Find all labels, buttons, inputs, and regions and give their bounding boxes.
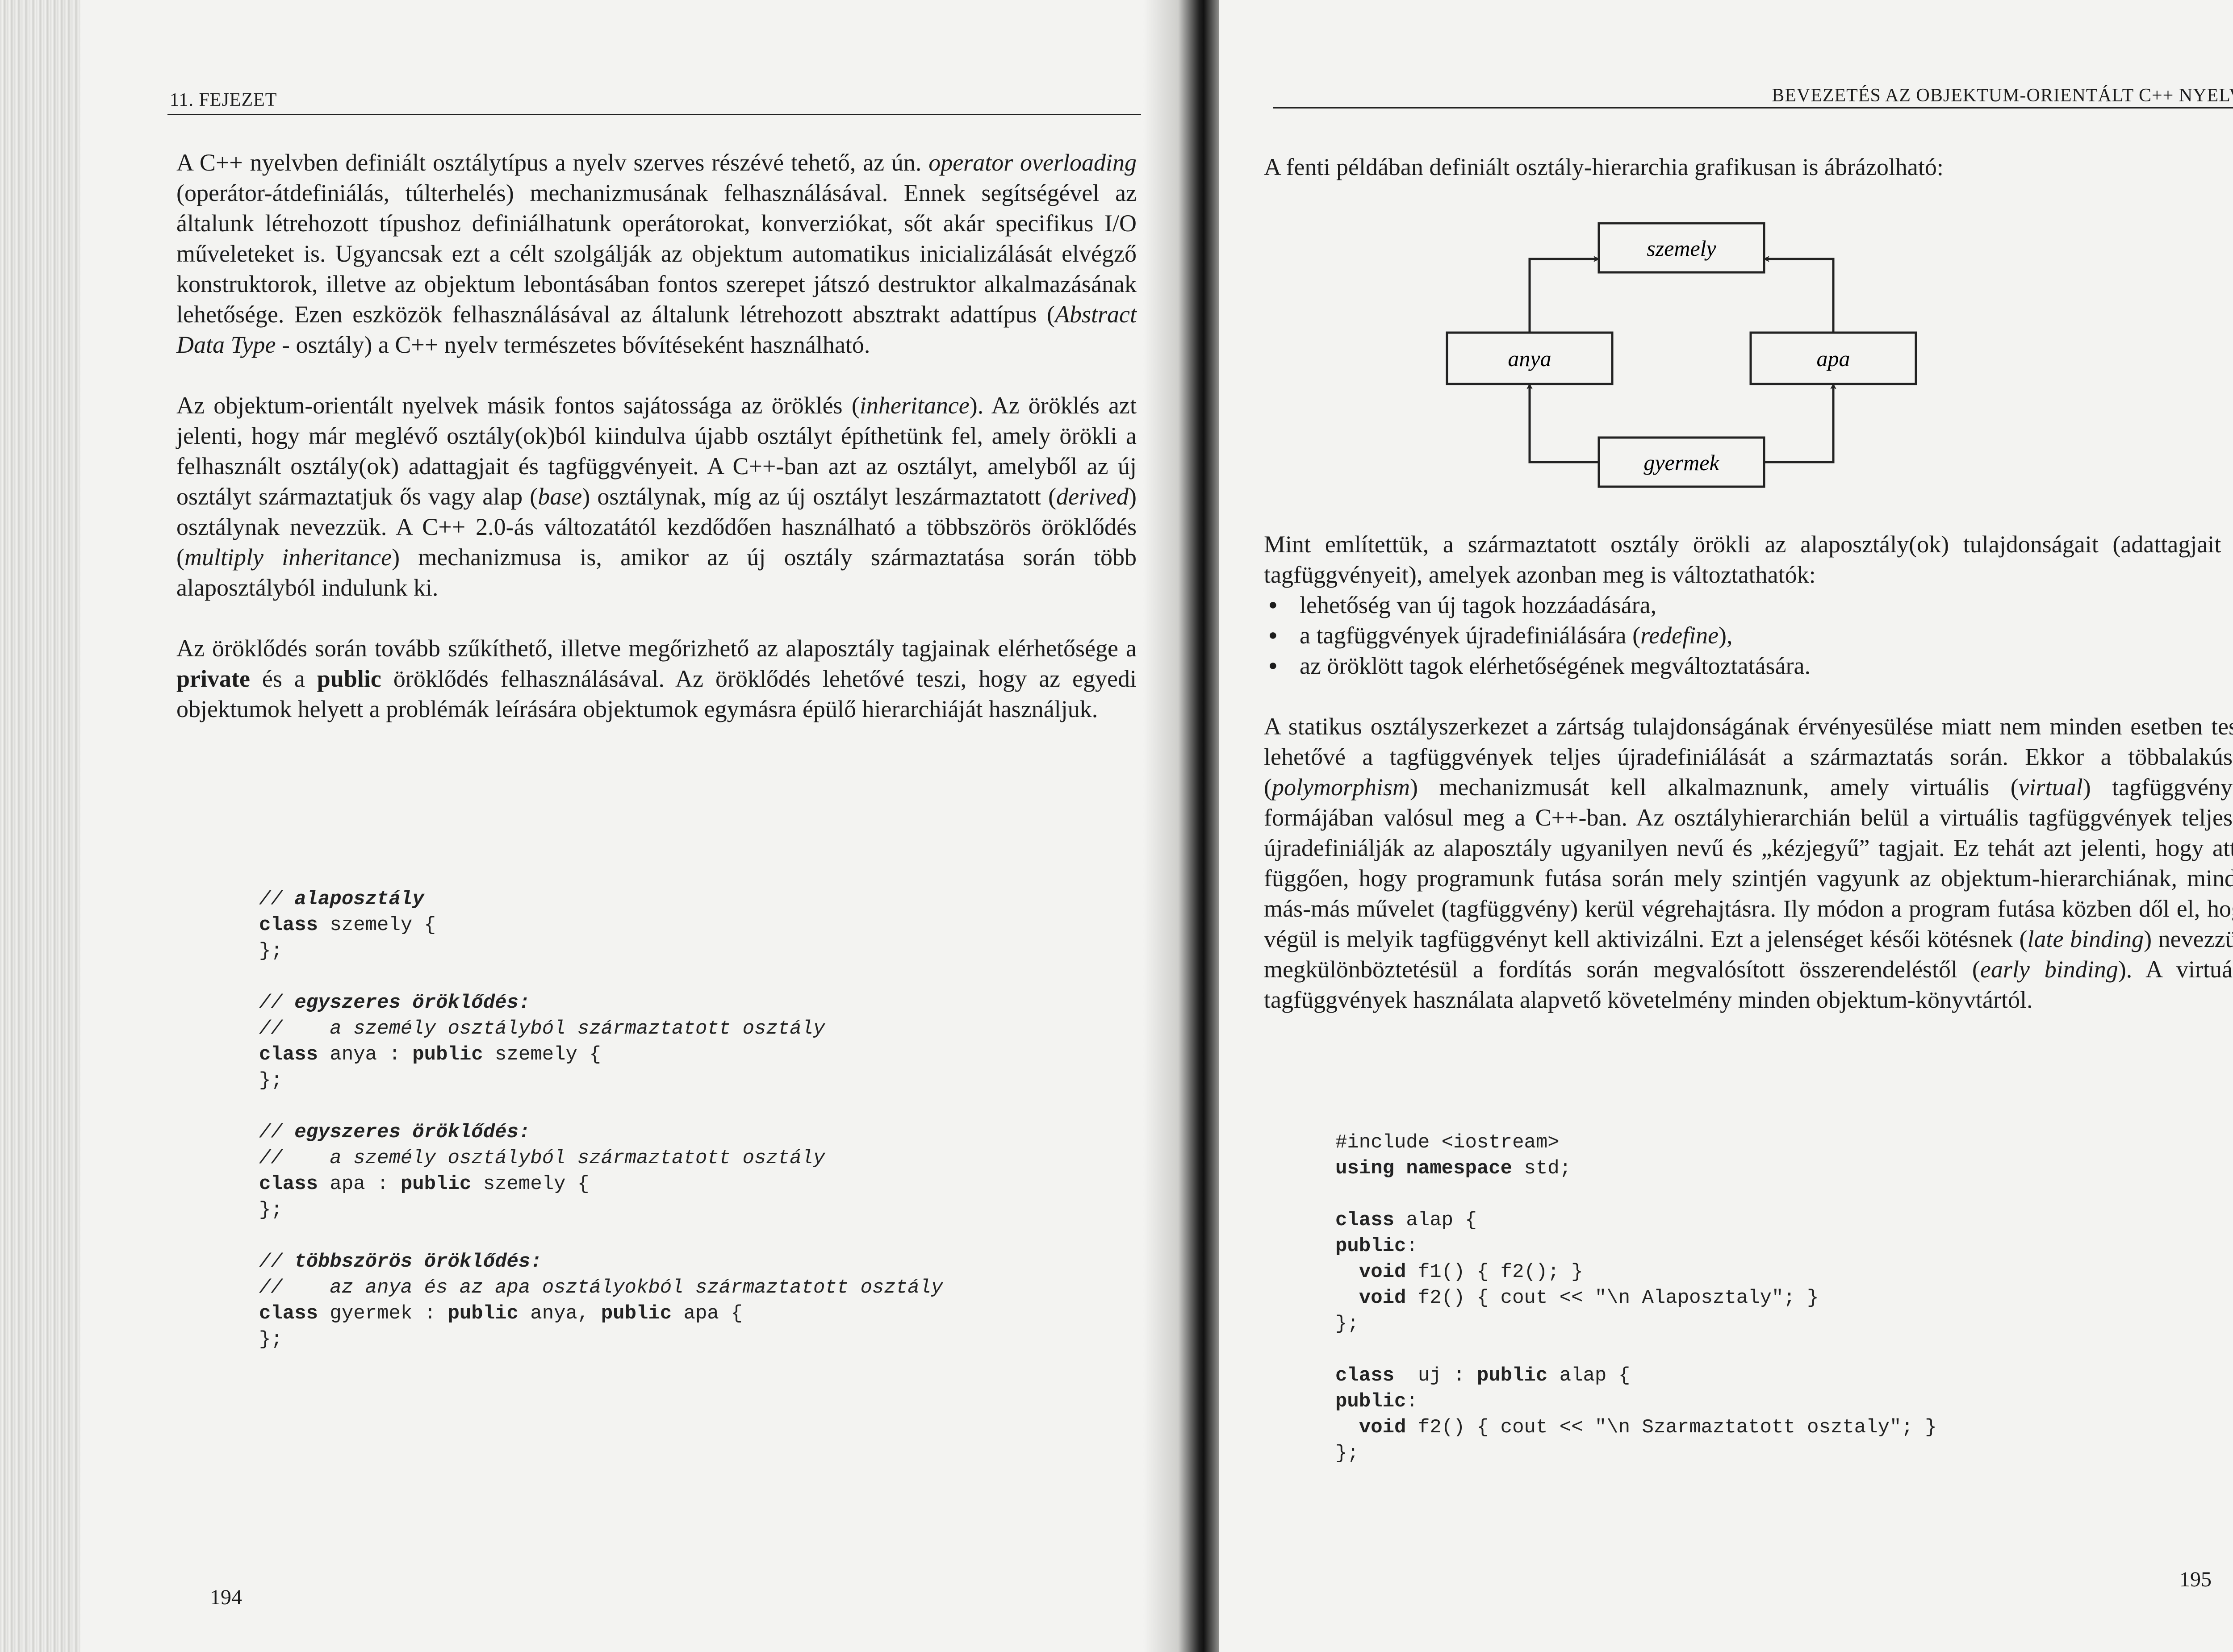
code-line: #include <iostream> [1335,1131,1560,1154]
code-line: class uj : public alap { [1335,1364,1631,1387]
code-line [259,964,943,990]
code-line: void f2() { cout << "\n Alaposztaly"; } [1359,1287,1819,1309]
code-line [259,1093,943,1119]
label-anya: anya [1508,346,1551,371]
paragraph-mint: Mint említettük, a származtatott osztály… [1264,531,2233,588]
right-intro: A fenti példában definiált osztály-hiera… [1264,152,2233,182]
arrow-gyermek-to-anya [1526,383,1599,463]
code-line: }; [259,1328,283,1351]
code-line: using namespace std; [1335,1157,1572,1180]
code-line: }; [259,940,283,962]
box-gyermek: gyermek [1597,436,1765,488]
label-apa: apa [1817,346,1850,371]
modification-list: lehetőség van új tagok hozzáadására, a t… [1264,590,2233,681]
paragraph-operator-overloading: A C++ nyelvben definiált osztálytípus a … [176,149,1137,358]
arrow-anya-to-szemely [1528,256,1600,333]
code-line: void f2() { cout << "\n Szarmaztatott os… [1359,1416,1937,1439]
code-line [1335,1337,1937,1363]
box-szemely: szemely [1597,222,1765,274]
diagram-intro-text: A fenti példában definiált osztály-hiera… [1264,154,1944,180]
code-line: public: [1335,1235,1418,1257]
left-page-number: 194 [210,1585,242,1609]
label-gyermek: gyermek [1643,450,1719,475]
code-line: class apa : public szemely { [259,1173,590,1195]
paragraph-polymorphism: A statikus osztályszerkezet a zártság tu… [1264,713,2233,1013]
right-running-head: BEVEZETÉS AZ OBJEKTUM-ORIENTÁLT C++ NYEL… [1772,85,2233,106]
right-body-text: Mint említettük, a származtatott osztály… [1264,529,2233,1015]
paragraph-inheritance: Az objektum-orientált nyelvek másik font… [176,392,1137,601]
code-line: // egyszeres öröklődés: [259,992,531,1014]
page-edge-strips [0,0,80,1652]
left-code-listing: // alaposztály class szemely {}; // egysze… [259,886,943,1352]
code-line: }; [1335,1442,1359,1464]
bullet-item: a tagfüggvények újradefiniálására (redef… [1268,620,2233,651]
left-page: 11. FEJEZET A C++ nyelvben definiált osz… [0,0,1141,1652]
bullet-item: lehetőség van új tagok hozzáadására, [1268,590,2233,620]
left-header-rule [167,114,1141,115]
code-line: public: [1335,1390,1418,1413]
right-page-number: 195 [2179,1568,2212,1591]
code-line [1335,1181,1937,1207]
code-line: }; [259,1069,283,1092]
code-line: // alaposztály [259,888,424,910]
right-page: BEVEZETÉS AZ OBJEKTUM-ORIENTÁLT C++ NYEL… [1219,0,2233,1652]
arrow-apa-to-szemely [1763,256,1835,333]
box-apa: apa [1749,331,1917,385]
label-szemely: szemely [1647,236,1716,261]
bullet-item: az öröklött tagok elérhetőségének megvál… [1268,651,2233,681]
code-line: // egyszeres öröklődés: [259,1121,531,1143]
code-line: }; [259,1199,283,1221]
right-header-rule [1273,107,2233,108]
code-line: class anya : public szemely { [259,1043,601,1066]
code-line: // a személy osztályból származtatott os… [259,1147,825,1169]
code-line: // többszörös öröklődés: [259,1251,542,1273]
code-line: // a személy osztályból származtatott os… [259,1018,825,1040]
code-line: class gyermek : public anya, public apa … [259,1302,743,1325]
box-anya: anya [1446,331,1614,385]
paragraph-access: Az öröklődés során tovább szűkíthető, il… [176,635,1137,722]
code-line: class szemely { [259,914,436,936]
code-line: }; [1335,1313,1359,1335]
code-line: // az anya és az apa osztályokból szárma… [259,1277,943,1299]
code-line: void f1() { f2(); } [1359,1261,1583,1283]
arrow-gyermek-to-apa [1764,383,1836,463]
left-body-text: A C++ nyelvben definiált osztálytípus a … [176,147,1137,724]
code-line [259,1223,943,1249]
code-line: class alap { [1335,1209,1477,1231]
left-running-head: 11. FEJEZET [170,90,277,110]
right-code-listing: #include <iostream> using namespace std; c… [1335,1130,1937,1466]
class-hierarchy-diagram: szemely anya apa gyermek [1446,222,1917,488]
